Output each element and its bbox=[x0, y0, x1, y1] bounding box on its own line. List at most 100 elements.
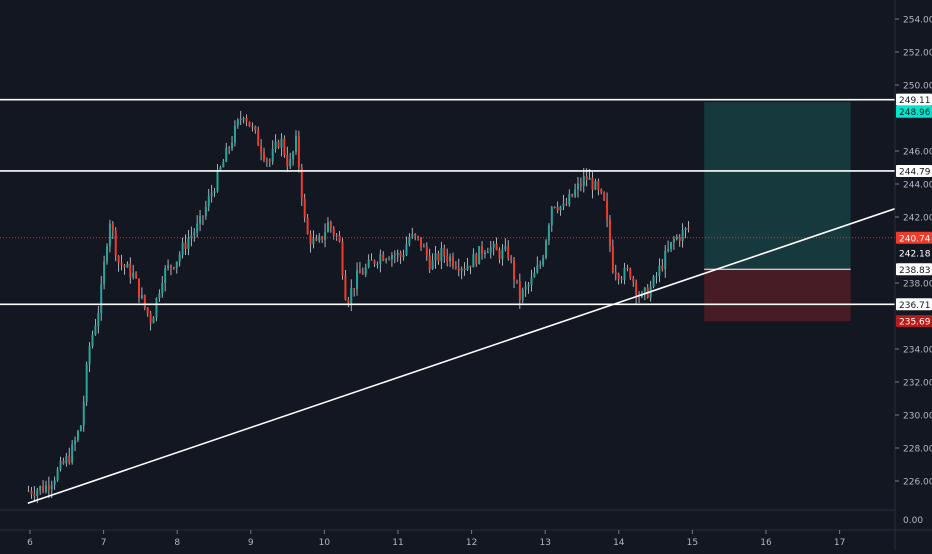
price-tag bbox=[896, 263, 932, 276]
candle-body-up bbox=[545, 240, 548, 259]
candle-body-down bbox=[370, 259, 373, 261]
candle-body-up bbox=[655, 275, 658, 277]
candle-body-up bbox=[379, 254, 382, 264]
candle-body-up bbox=[367, 259, 370, 268]
price-tag-label: 236.71 bbox=[899, 301, 931, 311]
candle-body-up bbox=[155, 298, 158, 318]
x-axis-tick-label: 10 bbox=[319, 538, 331, 548]
price-tag bbox=[896, 298, 932, 311]
candle-body-down bbox=[47, 485, 50, 490]
candle-body-down bbox=[399, 252, 402, 257]
candle-body-up bbox=[106, 246, 109, 262]
candle-body-down bbox=[263, 152, 266, 160]
profit-zone[interactable] bbox=[704, 102, 851, 270]
candle-body-up bbox=[588, 177, 591, 180]
y-axis-tick-label: 246.00 bbox=[903, 148, 932, 158]
candle-body-down bbox=[678, 236, 681, 241]
candle-body-up bbox=[536, 265, 539, 273]
candle-body-up bbox=[562, 203, 565, 207]
x-axis-tick-label: 6 bbox=[27, 538, 33, 548]
candle-body-up bbox=[50, 484, 53, 490]
candle-body-down bbox=[463, 268, 466, 271]
candle-body-down bbox=[498, 250, 501, 259]
candle-body-down bbox=[117, 255, 120, 263]
candle-body-down bbox=[332, 228, 335, 235]
candle-body-down bbox=[632, 278, 635, 282]
candle-body-up bbox=[231, 142, 234, 149]
candle-body-down bbox=[414, 234, 417, 237]
candle-body-down bbox=[620, 278, 623, 280]
candle-body-up bbox=[675, 236, 678, 240]
candle-body-down bbox=[338, 235, 341, 242]
y-axis-tick-label: 252.00 bbox=[903, 49, 932, 59]
candle-body-up bbox=[103, 261, 106, 285]
candles-group bbox=[27, 110, 690, 504]
candle-body-up bbox=[524, 286, 527, 290]
candle-body-up bbox=[222, 161, 225, 168]
candle-body-up bbox=[405, 244, 408, 256]
candle-body-down bbox=[257, 130, 260, 146]
price-tag bbox=[896, 231, 932, 244]
candle-body-up bbox=[559, 206, 562, 211]
candle-body-up bbox=[210, 192, 213, 196]
x-axis-tick-label: 16 bbox=[760, 538, 772, 548]
candle-body-up bbox=[65, 456, 68, 464]
trendline[interactable] bbox=[27, 207, 896, 505]
candle-body-down bbox=[114, 230, 117, 256]
candle-body-up bbox=[504, 246, 507, 250]
y-axis-tick-label: 254.00 bbox=[903, 16, 932, 26]
candle-body-up bbox=[88, 346, 91, 365]
candle-body-down bbox=[303, 198, 306, 218]
candle-body-up bbox=[236, 119, 239, 126]
candle-body-down bbox=[329, 222, 332, 229]
candle-body-down bbox=[297, 135, 300, 168]
x-axis-tick-label: 12 bbox=[466, 538, 477, 548]
candle-body-down bbox=[585, 176, 588, 180]
candle-body-up bbox=[181, 242, 184, 255]
candle-body-down bbox=[495, 243, 498, 251]
candle-body-up bbox=[140, 295, 143, 298]
candle-body-down bbox=[42, 486, 45, 492]
candle-body-up bbox=[492, 243, 495, 248]
candle-body-up bbox=[658, 265, 661, 276]
candle-body-down bbox=[606, 199, 609, 220]
candle-body-down bbox=[306, 217, 309, 234]
candle-body-up bbox=[225, 147, 228, 162]
candle-body-down bbox=[33, 494, 36, 496]
candle-body-down bbox=[469, 265, 472, 268]
candle-body-up bbox=[178, 254, 181, 262]
candle-body-down bbox=[428, 255, 431, 270]
y-axis-tick-label: 232.00 bbox=[903, 379, 932, 389]
candle-body-down bbox=[315, 238, 318, 241]
drawings-group[interactable] bbox=[0, 98, 896, 505]
candle-body-up bbox=[207, 195, 210, 207]
y-axis-tick-label: 234.00 bbox=[903, 346, 932, 356]
loss-zone[interactable] bbox=[704, 269, 851, 322]
candle-body-up bbox=[530, 277, 533, 285]
candle-body-up bbox=[539, 264, 542, 266]
candle-body-down bbox=[629, 268, 632, 279]
candle-body-down bbox=[309, 233, 312, 245]
candle-body-up bbox=[132, 272, 135, 278]
candle-body-up bbox=[326, 222, 329, 233]
candle-body-down bbox=[149, 313, 152, 324]
candle-body-up bbox=[574, 189, 577, 197]
price-tag-label: 248.96 bbox=[899, 108, 931, 118]
candle-body-down bbox=[382, 254, 385, 261]
candle-body-up bbox=[643, 287, 646, 293]
position-tool[interactable] bbox=[704, 102, 851, 322]
candle-body-up bbox=[594, 181, 597, 190]
candle-body-up bbox=[582, 176, 585, 186]
candle-body-down bbox=[608, 219, 611, 247]
candle-body-up bbox=[97, 312, 100, 326]
candle-body-up bbox=[167, 265, 170, 269]
candle-body-down bbox=[135, 272, 138, 279]
candle-body-up bbox=[478, 246, 481, 265]
price-tag bbox=[896, 315, 932, 328]
candle-body-up bbox=[213, 191, 216, 193]
candle-body-down bbox=[515, 279, 518, 282]
candle-body-down bbox=[571, 194, 574, 197]
candle-body-up bbox=[422, 246, 425, 248]
